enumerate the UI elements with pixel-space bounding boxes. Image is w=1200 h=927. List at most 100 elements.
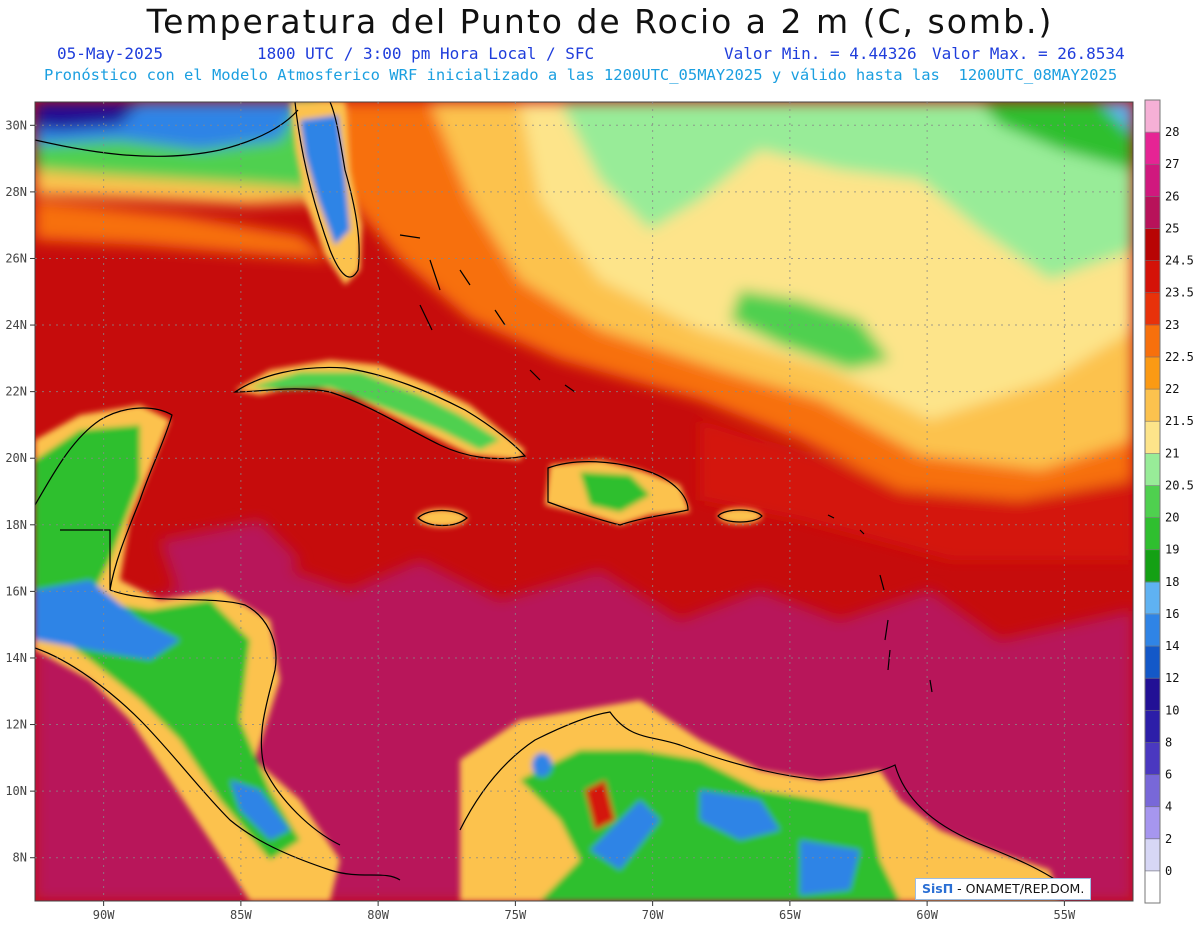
lat-tick-label: 14N	[5, 651, 27, 665]
colorbar-swatch	[1145, 742, 1160, 776]
latitude-axis: 30N 28N 26N 24N 22N 20N 18N 16N 14N 12N 10N 8N	[5, 118, 35, 865]
field-zone-green-ne	[980, 102, 1133, 170]
colorbar-swatch	[1145, 100, 1160, 133]
sispi-logo: SisΠ	[922, 881, 954, 896]
map-title: Temperatura del Punto de Rocio a 2 m (C,…	[146, 2, 1054, 41]
lon-tick-label: 65W	[779, 908, 801, 922]
credit-text: - ONAMET/REP.DOM.	[953, 881, 1085, 896]
colorbar-label: 27	[1165, 157, 1179, 171]
colorbar-swatch	[1145, 774, 1160, 808]
lat-tick-label: 10N	[5, 784, 27, 798]
lat-tick-label: 18N	[5, 518, 27, 532]
forecast-time: 1800 UTC / 3:00 pm Hora Local / SFC	[257, 44, 595, 63]
forecast-date: 05-May-2025	[57, 44, 163, 63]
colorbar-swatch	[1145, 485, 1160, 519]
max-value: Valor Max. = 26.8534	[932, 44, 1125, 63]
colorbar-swatch	[1145, 453, 1160, 486]
min-value: Valor Min. = 4.44326	[724, 44, 917, 63]
coastline-antilles	[827, 514, 933, 693]
longitude-axis: 90W 85W 80W 75W 70W 65W 60W 55W	[93, 901, 1076, 922]
lat-tick-label: 22N	[5, 385, 27, 399]
field-zone-blue-ne	[1100, 102, 1133, 135]
coastline-jamaica	[417, 509, 468, 527]
colorbar-label: 23	[1165, 318, 1179, 332]
lon-tick-label: 75W	[505, 908, 527, 922]
coastline-puerto-rico	[717, 509, 763, 523]
colorbar-label: 22.5	[1165, 350, 1194, 364]
colorbar-swatch	[1145, 613, 1160, 647]
field-layer	[35, 102, 1133, 901]
colorbar-label: 25	[1165, 221, 1179, 235]
colorbar-label: 21	[1165, 446, 1179, 460]
lon-tick-label: 90W	[93, 908, 115, 922]
lat-tick-label: 30N	[5, 118, 27, 132]
credit-box: SisΠ - ONAMET/REP.DOM.	[915, 878, 1092, 900]
colorbar-label: 24.5	[1165, 254, 1194, 268]
colorbar-label: 6	[1165, 768, 1172, 782]
maracaibo-red	[585, 780, 615, 830]
colorbar-label: 16	[1165, 607, 1179, 621]
coastline-south-america	[459, 711, 1071, 891]
coastline-yucatan	[35, 407, 173, 591]
map-frame	[34, 101, 1134, 902]
lon-tick-label: 85W	[230, 908, 252, 922]
hispaniola-core	[580, 472, 650, 512]
colorbar-swatch	[1145, 421, 1160, 454]
colorbar-label: 19	[1165, 543, 1179, 557]
lat-tick-label: 24N	[5, 318, 27, 332]
cuba-core	[250, 372, 500, 450]
coastline-hispaniola	[547, 461, 689, 526]
colorbar-swatch	[1145, 389, 1160, 422]
colorbar-swatch	[1145, 132, 1160, 165]
colorbar-label: 14	[1165, 639, 1179, 653]
field-zone-orange-gulf	[35, 200, 330, 260]
honduras-blue	[35, 580, 180, 660]
puerto-rico-land	[718, 508, 762, 524]
colorbar-swatch	[1145, 164, 1160, 197]
colorbar-label: 21.5	[1165, 414, 1194, 428]
south-america-blue-3	[800, 840, 860, 895]
lon-tick-label: 70W	[642, 908, 664, 922]
colorbar-swatch	[1145, 806, 1160, 840]
south-america-blue-2	[590, 800, 660, 870]
colorbar-swatch	[1145, 196, 1160, 229]
colorbar-label: 20	[1165, 511, 1179, 525]
coastline-gulf	[35, 109, 299, 157]
lat-tick-label: 12N	[5, 718, 27, 732]
colorbar-swatch	[1145, 549, 1160, 583]
colorbar-label: 8	[1165, 735, 1172, 749]
field-zone-light-green	[560, 102, 1133, 280]
lat-tick-label: 26N	[5, 251, 27, 265]
field-zone-magenta-west	[160, 520, 300, 600]
colorbar-label: 28	[1165, 125, 1179, 139]
colorbar-label: 12	[1165, 671, 1179, 685]
coastline-florida	[294, 102, 360, 278]
colorbar-swatch	[1145, 870, 1160, 904]
coastline-honduras	[109, 589, 341, 846]
colorbar-label: 4	[1165, 800, 1172, 814]
colorbar-swatch	[1145, 356, 1160, 390]
lat-tick-label: 28N	[5, 185, 27, 199]
colorbar-swatch	[1145, 838, 1160, 872]
lat-tick-label: 20N	[5, 451, 27, 465]
colorbar-swatch	[1145, 581, 1160, 615]
lat-tick-label: 8N	[13, 851, 27, 865]
lon-tick-label: 55W	[1054, 908, 1076, 922]
colorbar-label: 0	[1165, 864, 1172, 878]
lon-tick-label: 80W	[367, 908, 389, 922]
colorbar-frame	[1144, 99, 1161, 904]
field-zone-green-blob	[730, 290, 890, 370]
coastline-belize-border	[60, 529, 111, 590]
lat-tick-label: 16N	[5, 584, 27, 598]
coastline-central-america	[35, 647, 401, 881]
sierra-blue	[532, 753, 552, 777]
colorbar-swatch	[1145, 228, 1160, 262]
jamaica-land	[417, 509, 467, 527]
colorbar-swatch	[1145, 292, 1160, 326]
colorbar-label: 2	[1165, 832, 1172, 846]
colorbar-swatch	[1145, 646, 1160, 679]
colorbar-swatch	[1145, 260, 1160, 294]
colorbar-label: 18	[1165, 575, 1179, 589]
lon-tick-label: 60W	[916, 908, 938, 922]
